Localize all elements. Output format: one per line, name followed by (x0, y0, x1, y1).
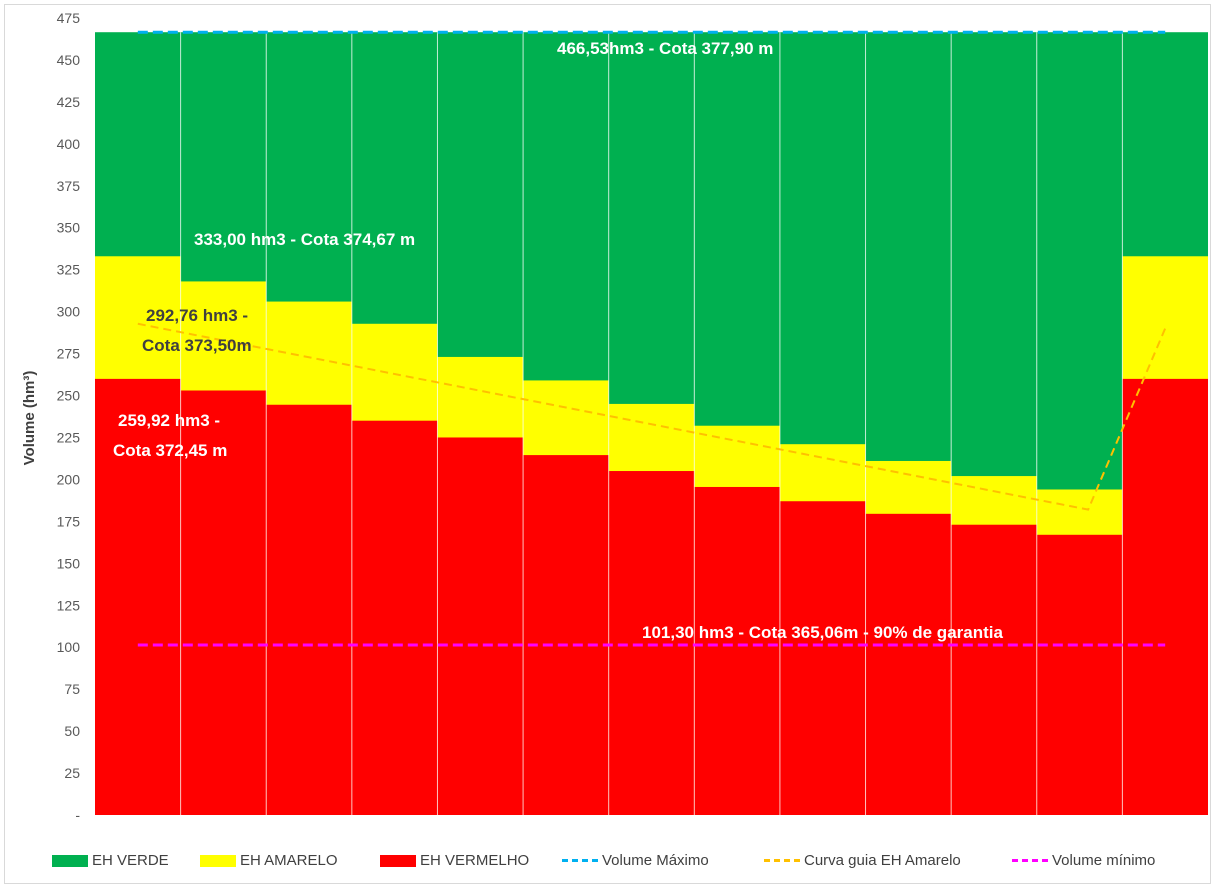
legend-swatch-amarelo (200, 854, 236, 867)
legend-line-curva-guia (764, 859, 800, 862)
bar-segment-eh-vermelho (180, 390, 267, 815)
y-tick-label: 225 (57, 429, 81, 445)
legend-item-amarelo: EH AMARELO (200, 852, 338, 869)
legend: EH VERDE EH AMARELO EH VERMELHO Volume M… (0, 852, 1217, 878)
y-tick-label: 250 (57, 388, 81, 404)
y-tick-label: 200 (57, 471, 81, 487)
line-curva-guia-eh-amarelo (137, 322, 1167, 511)
legend-line-volume-maximo (562, 859, 598, 862)
y-axis: - 25 50 75 100 125 150 175 200 225 250 275 300 325 350… (57, 10, 81, 823)
chart-frame (4, 4, 1211, 884)
legend-label-curva-guia: Curva guia EH Amarelo (804, 852, 961, 869)
legend-label-verde: EH VERDE (92, 852, 169, 869)
legend-item-verde: EH VERDE (52, 852, 169, 869)
legend-label-volume-maximo: Volume Máximo (602, 852, 709, 869)
bar-segment-eh-vermelho (1122, 378, 1208, 815)
y-tick-label: 375 (57, 178, 81, 194)
legend-label-amarelo: EH AMARELO (240, 852, 338, 869)
annotations-layer: 466,53hm3 - Cota 377,90 m 333,00 hm3 - C… (113, 39, 1003, 642)
lines-layer (137, 30, 1167, 647)
y-tick-label: 25 (64, 765, 80, 781)
bar-segment-eh-vermelho (437, 437, 524, 815)
legend-item-volume-minimo: Volume mínimo (1012, 852, 1155, 869)
y-tick-label: 125 (57, 597, 81, 613)
legend-swatch-vermelho (380, 854, 416, 867)
y-tick-label: 75 (64, 681, 80, 697)
bar-segment-eh-vermelho (266, 404, 352, 815)
y-tick-label: 350 (57, 220, 81, 236)
annotation-vermelho-line1: 259,92 hm3 - (118, 411, 220, 430)
y-tick-label: - (75, 807, 80, 823)
legend-label-volume-minimo: Volume mínimo (1052, 852, 1156, 869)
y-tick-label: 150 (57, 555, 81, 571)
legend-item-volume-maximo: Volume Máximo (562, 852, 709, 869)
bar-segment-eh-vermelho (865, 513, 952, 815)
bar-segment-eh-vermelho (694, 486, 780, 815)
y-tick-label: 300 (57, 304, 81, 320)
annotation-volume-minimo: 101,30 hm3 - Cota 365,06m - 90% de garan… (642, 623, 1003, 642)
bars-layer (95, 32, 1208, 816)
y-tick-label: 400 (57, 136, 81, 152)
bar-segment-eh-vermelho (951, 524, 1037, 815)
y-tick-label: 475 (57, 10, 81, 26)
annotation-verde-limit: 333,00 hm3 - Cota 374,67 m (194, 230, 415, 249)
y-tick-label: 175 (57, 513, 81, 529)
y-tick-label: 325 (57, 262, 81, 278)
legend-item-vermelho: EH VERMELHO (380, 852, 529, 869)
bar-segment-eh-vermelho (95, 378, 181, 815)
bar-segment-eh-vermelho (779, 501, 866, 815)
annotation-vermelho-line2: Cota 372,45 m (113, 441, 227, 460)
bar-segment-eh-vermelho (608, 471, 695, 815)
y-tick-label: 450 (57, 52, 81, 68)
legend-label-vermelho: EH VERMELHO (420, 852, 530, 869)
y-tick-label: 100 (57, 639, 81, 655)
y-tick-label: 425 (57, 94, 81, 110)
bar-segment-eh-vermelho (351, 420, 438, 815)
chart-canvas: - 25 50 75 100 125 150 175 200 225 250 275 300 325 350… (21, 10, 1208, 823)
bar-segment-eh-vermelho (523, 455, 609, 815)
y-tick-label: 275 (57, 346, 81, 362)
y-tick-label: 50 (64, 723, 80, 739)
legend-swatch-verde (52, 854, 88, 867)
y-axis-label: Volume (hm³) (21, 371, 38, 466)
bar-segment-eh-vermelho (1036, 534, 1123, 815)
annotation-guia-line1: 292,76 hm3 - (146, 306, 248, 325)
annotation-volume-maximo: 466,53hm3 - Cota 377,90 m (557, 39, 773, 58)
annotation-guia-line2: Cota 373,50m (142, 336, 252, 355)
legend-item-curva-guia: Curva guia EH Amarelo (764, 852, 961, 869)
legend-line-volume-minimo (1012, 859, 1048, 862)
